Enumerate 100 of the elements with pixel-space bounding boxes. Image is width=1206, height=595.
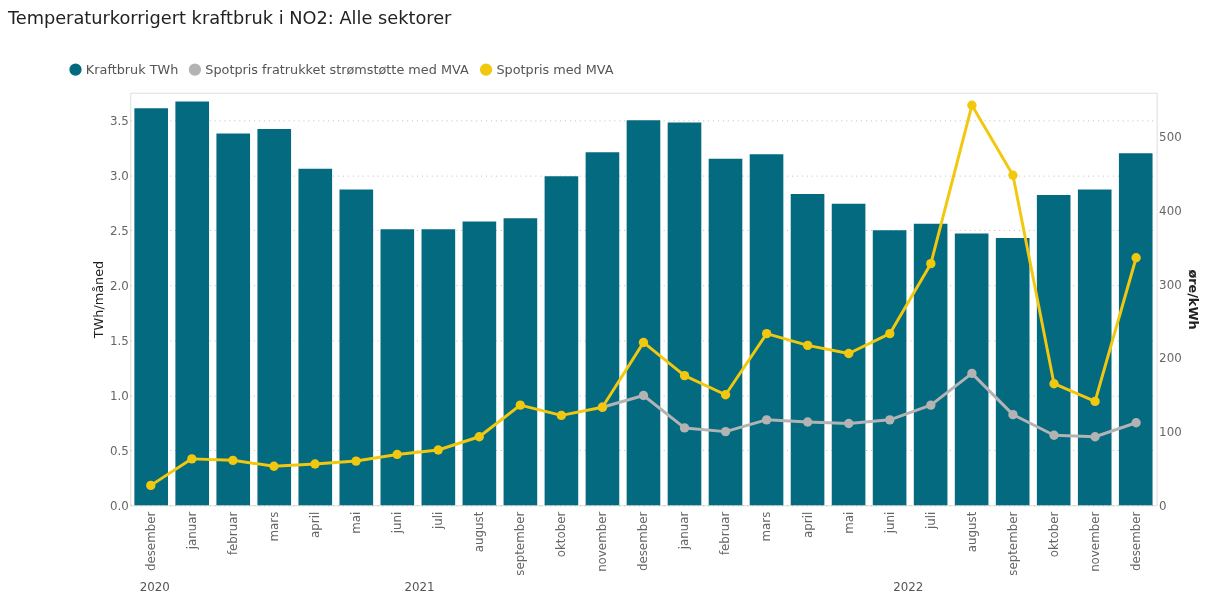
y2-tick-label: 200 [1159, 351, 1182, 366]
x-tick-label: oktober [1046, 511, 1061, 558]
x-tick-label: september [1005, 511, 1020, 576]
point [474, 432, 484, 442]
bar [626, 120, 661, 506]
point [967, 100, 977, 110]
y2-tick-label: 0 [1159, 498, 1167, 513]
x-tick-label: september [513, 511, 528, 576]
x-tick-label: mars [267, 511, 282, 542]
point [844, 348, 854, 359]
point [146, 480, 156, 491]
bar [339, 189, 374, 506]
bar [134, 108, 169, 506]
bar [298, 168, 333, 506]
x-tick-label: oktober [554, 511, 569, 558]
point [926, 400, 936, 410]
point [679, 423, 690, 433]
y2-tick-label: 500 [1159, 130, 1182, 145]
y-tick-label: 1.0 [109, 388, 129, 403]
point [1049, 430, 1059, 440]
point [1049, 379, 1059, 389]
point [187, 454, 197, 464]
y-tick-label: 2.5 [109, 223, 129, 238]
point [679, 370, 690, 381]
bar [503, 218, 538, 506]
bar [421, 229, 456, 506]
point [926, 258, 936, 269]
x-tick-label: mai [349, 511, 364, 534]
point [885, 415, 895, 425]
text: 2022 [893, 580, 924, 595]
point [720, 426, 731, 437]
bar [1036, 195, 1071, 506]
x-tick-label: februar [226, 511, 241, 556]
legend-label: Spotpris med MVA [496, 61, 614, 77]
x-tick-label: januar [677, 511, 692, 551]
y-tick-label: 3.5 [109, 113, 129, 128]
bar [1077, 189, 1112, 506]
chart-title: Temperaturkorrigert kraftbruk i NO2: Alle sektorer [6, 7, 453, 28]
point [761, 328, 772, 339]
y-tick-label: 0.0 [109, 498, 129, 513]
bar [380, 229, 415, 506]
point [1008, 409, 1018, 420]
point [761, 415, 772, 425]
x-tick-label: desember [1128, 511, 1143, 572]
bar [872, 230, 907, 506]
bar [1118, 153, 1153, 506]
x-tick-label: januar [185, 511, 200, 551]
x-tick-label: november [595, 511, 610, 572]
x-tick-label: desember [636, 511, 651, 572]
y-tick-label: 3.0 [109, 168, 129, 183]
x-tick-label: mars [759, 511, 774, 542]
bar [954, 233, 989, 506]
x-tick-label: april [800, 511, 815, 538]
y2-tick-label: 400 [1159, 204, 1182, 219]
bar [749, 154, 784, 506]
x-tick-label: juli [431, 511, 446, 531]
point [351, 456, 361, 466]
point [1131, 418, 1141, 428]
x-tick-label: april [308, 511, 323, 538]
point [885, 328, 895, 339]
y-tick-label: 1.5 [109, 333, 129, 348]
legend-label: Spotpris fratrukket strømstøtte med MVA [205, 61, 469, 77]
y2-tick-label: 100 [1159, 425, 1182, 440]
bar [216, 133, 251, 506]
bar [995, 237, 1030, 506]
point [228, 455, 238, 466]
bar [913, 223, 948, 506]
text: 2021 [404, 580, 435, 595]
point [638, 337, 649, 348]
bar [790, 193, 825, 506]
point [638, 390, 649, 401]
bar [831, 203, 866, 506]
x-tick-label: august [964, 511, 979, 553]
point [1131, 253, 1141, 263]
point [803, 340, 813, 351]
y-tick-label: 2.0 [109, 278, 129, 293]
point [1090, 396, 1100, 407]
legend-label: Kraftbruk TWh [85, 61, 179, 77]
point [1008, 170, 1018, 180]
x-tick-label: mai [841, 511, 856, 534]
point [515, 400, 525, 410]
bar [175, 101, 210, 506]
text: 2020 [139, 580, 170, 595]
bar [708, 158, 743, 506]
x-tick-label: november [1087, 511, 1102, 572]
point [556, 410, 567, 421]
bar [585, 152, 620, 506]
y2-axis-title: øre/kWh [1185, 269, 1201, 330]
y2-tick-label: 300 [1159, 277, 1182, 292]
point [967, 368, 977, 379]
point [844, 418, 854, 429]
bar [257, 129, 292, 506]
y-axis-title: TWh/måned [91, 260, 107, 340]
bar [667, 122, 702, 506]
x-tick-label: februar [718, 511, 733, 556]
x-tick-label: juni [390, 511, 405, 535]
point [720, 390, 731, 400]
bar [544, 176, 579, 506]
bar [462, 221, 497, 506]
y-tick-label: 0.5 [109, 443, 129, 458]
